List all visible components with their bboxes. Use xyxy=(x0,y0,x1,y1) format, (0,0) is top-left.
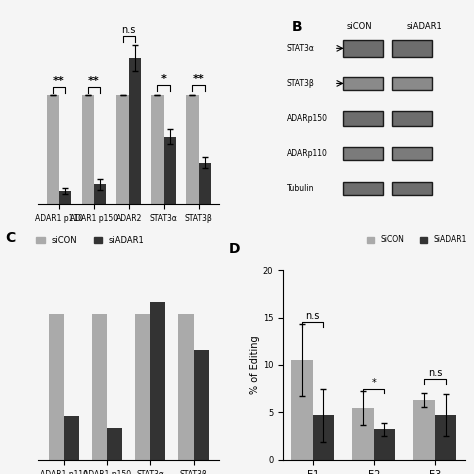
Text: B: B xyxy=(292,20,303,34)
Text: n.s: n.s xyxy=(428,368,442,378)
FancyBboxPatch shape xyxy=(392,77,432,90)
Text: Tubulin: Tubulin xyxy=(287,184,314,193)
Bar xyxy=(313,415,334,460)
Bar xyxy=(49,314,64,460)
Bar xyxy=(199,163,211,204)
Bar xyxy=(107,428,122,460)
Text: ADARp110: ADARp110 xyxy=(287,149,328,158)
Bar xyxy=(374,429,395,460)
Legend: siCON, siADAR1: siCON, siADAR1 xyxy=(33,233,148,248)
Bar xyxy=(92,314,107,460)
Bar xyxy=(46,95,59,204)
Text: STAT3α: STAT3α xyxy=(287,44,314,53)
Text: **: ** xyxy=(192,73,204,83)
Bar xyxy=(178,314,193,460)
Text: siADAR1: siADAR1 xyxy=(407,22,442,31)
FancyBboxPatch shape xyxy=(392,182,432,195)
Text: C: C xyxy=(5,231,16,245)
Bar xyxy=(117,95,128,204)
Bar xyxy=(59,191,71,204)
Y-axis label: % of Editing: % of Editing xyxy=(250,336,260,394)
Text: **: ** xyxy=(88,76,100,86)
Bar xyxy=(82,95,94,204)
Bar xyxy=(164,137,176,204)
Legend: SiCON, SiADAR1: SiCON, SiADAR1 xyxy=(364,232,470,247)
FancyBboxPatch shape xyxy=(392,40,432,57)
Text: n.s: n.s xyxy=(121,25,136,35)
Text: ADARp150: ADARp150 xyxy=(287,114,328,123)
Bar xyxy=(413,400,435,460)
Bar xyxy=(128,57,141,204)
Bar xyxy=(150,302,165,460)
Bar xyxy=(435,415,456,460)
FancyBboxPatch shape xyxy=(343,40,383,57)
FancyBboxPatch shape xyxy=(392,147,432,160)
Bar xyxy=(64,416,79,460)
Bar xyxy=(352,408,374,460)
Bar xyxy=(186,95,199,204)
Text: n.s: n.s xyxy=(305,311,320,321)
Text: **: ** xyxy=(53,76,65,86)
Text: siCON: siCON xyxy=(346,22,372,31)
Bar xyxy=(135,314,150,460)
Text: STAT3β: STAT3β xyxy=(287,79,314,88)
Bar xyxy=(291,360,313,460)
Bar xyxy=(193,350,209,460)
Bar xyxy=(151,95,164,204)
FancyBboxPatch shape xyxy=(343,182,383,195)
Bar xyxy=(94,184,106,204)
FancyBboxPatch shape xyxy=(392,111,432,126)
FancyBboxPatch shape xyxy=(343,147,383,160)
FancyBboxPatch shape xyxy=(343,111,383,126)
FancyBboxPatch shape xyxy=(343,77,383,90)
Text: *: * xyxy=(161,73,166,83)
Text: D: D xyxy=(228,242,240,256)
Text: *: * xyxy=(372,378,376,388)
